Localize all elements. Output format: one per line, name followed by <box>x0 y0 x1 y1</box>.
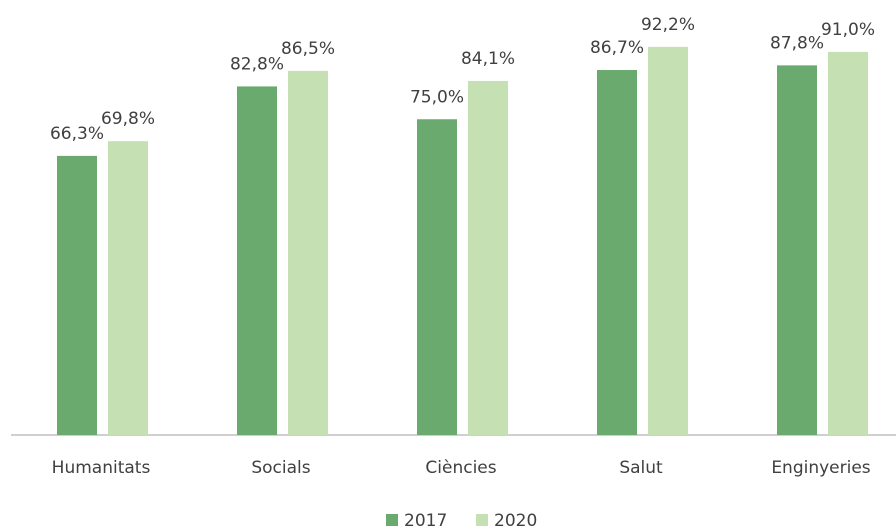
data-label: 86,7% <box>590 38 644 58</box>
legend-swatch <box>386 514 398 526</box>
data-label: 91,0% <box>821 20 875 40</box>
bar <box>108 141 148 435</box>
data-label: 69,8% <box>101 109 155 129</box>
bar <box>288 70 328 436</box>
data-label: 84,1% <box>461 49 515 69</box>
legend-label: 2020 <box>494 511 537 531</box>
data-label: 86,5% <box>281 39 335 59</box>
data-label: 66,3% <box>50 124 104 144</box>
x-tick-label: Salut <box>619 458 663 478</box>
data-label: 87,8% <box>770 33 824 53</box>
data-label: 92,2% <box>641 15 695 35</box>
x-tick-label: Enginyeries <box>771 458 870 478</box>
bar <box>648 46 688 435</box>
bar <box>597 69 637 436</box>
x-tick-label: Ciències <box>425 458 496 478</box>
bar <box>828 51 868 435</box>
bar <box>468 80 508 436</box>
bar <box>237 86 277 436</box>
bar <box>57 155 97 435</box>
data-label: 75,0% <box>410 87 464 107</box>
data-label: 82,8% <box>230 54 284 74</box>
legend-swatch <box>476 514 488 526</box>
bar <box>777 65 817 435</box>
bar <box>417 119 457 435</box>
legend-label: 2017 <box>404 511 447 531</box>
x-tick-label: Socials <box>251 458 310 478</box>
x-tick-label: Humanitats <box>52 458 151 478</box>
